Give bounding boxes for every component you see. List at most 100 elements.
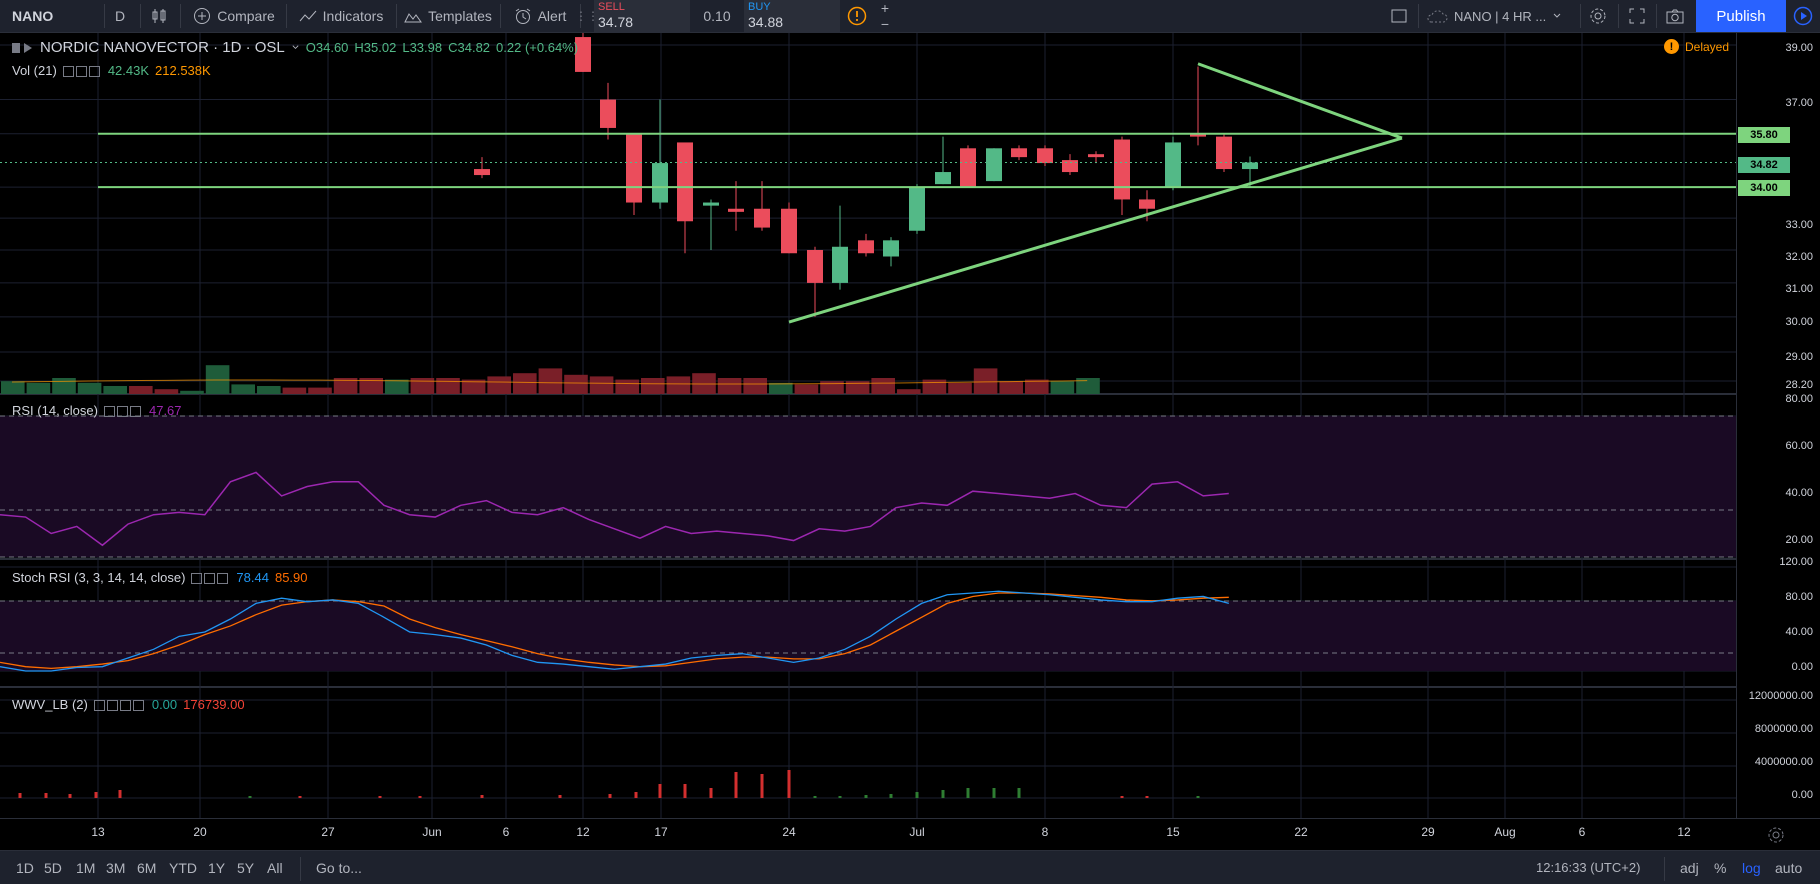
range-6m[interactable]: 6M	[137, 859, 157, 876]
separator	[1656, 4, 1657, 28]
symbol-flag-icon	[12, 42, 32, 53]
legend-controls[interactable]	[62, 63, 102, 78]
chart-style-button[interactable]	[141, 0, 177, 32]
stoch-scale-label: 0.00	[1791, 661, 1813, 673]
legend-controls[interactable]	[103, 403, 143, 418]
volume-bar	[436, 378, 460, 394]
snapshot-button[interactable]	[1658, 0, 1692, 32]
fullscreen-toggle[interactable]	[1384, 0, 1414, 32]
compare-button[interactable]: Compare	[184, 0, 284, 32]
volume-bar	[52, 378, 76, 394]
cloud-icon	[1427, 10, 1448, 23]
range-ytd[interactable]: YTD	[169, 859, 197, 876]
legend-controls[interactable]	[191, 570, 230, 585]
candle-body	[1114, 139, 1130, 200]
legend-controls[interactable]	[93, 697, 146, 712]
settings-button[interactable]	[1582, 0, 1614, 32]
candle-body	[1242, 162, 1258, 170]
candle-body	[677, 142, 693, 222]
range-1m[interactable]: 1M	[76, 859, 96, 876]
wwv-label[interactable]: WWV_LB (2)	[12, 697, 88, 712]
percent-toggle[interactable]: %	[1714, 859, 1727, 876]
wwv-bar	[838, 796, 842, 798]
price-scale[interactable]: 39.00 37.00 33.00 32.00 31.00 30.00 29.0…	[1736, 33, 1820, 822]
wwv-bar	[1196, 796, 1200, 798]
wwv-scale-label: 0.00	[1791, 789, 1813, 801]
wwv-bar	[634, 792, 638, 798]
candle-body	[832, 246, 848, 283]
time-label: 12	[1677, 825, 1691, 839]
info-button[interactable]	[842, 0, 872, 32]
candle-body	[781, 208, 797, 254]
range-1d[interactable]: 1D	[16, 859, 34, 876]
chevron-down-icon	[1553, 13, 1561, 18]
templates-button[interactable]: Templates	[398, 0, 498, 32]
volume-value: 42.43K	[107, 63, 150, 78]
volume-label[interactable]: Vol (21)	[12, 63, 57, 78]
indicators-button[interactable]: Indicators	[288, 0, 394, 32]
buy-button[interactable]: BUY 34.88	[744, 0, 840, 32]
wwv-bar	[18, 793, 22, 798]
drag-handle-icon[interactable]: ⋮⋮	[575, 9, 599, 23]
candle-body	[575, 37, 591, 72]
candle-body	[883, 240, 899, 257]
range-all[interactable]: All	[267, 859, 283, 876]
zoom-in-button[interactable]: +	[880, 0, 890, 16]
time-label: 15	[1166, 825, 1180, 839]
axis-settings-icon[interactable]	[1766, 825, 1786, 845]
candle-body	[935, 172, 951, 185]
clock-label[interactable]: 12:16:33 (UTC+2)	[1536, 860, 1641, 875]
adj-toggle[interactable]: adj	[1680, 859, 1699, 876]
fullscreen-button[interactable]	[1620, 0, 1654, 32]
rsi-scale-label: 40.00	[1785, 487, 1813, 499]
price-label: 28.20	[1785, 379, 1813, 391]
separator	[580, 4, 581, 28]
price-label: 31.00	[1785, 283, 1813, 295]
symbol-search[interactable]: NANO	[12, 8, 54, 24]
chart-area[interactable]: NORDIC NANOVECTOR · 1D · OSL O34.60 H35.…	[0, 33, 1736, 822]
sell-button[interactable]: SELL 34.78	[594, 0, 690, 32]
range-3m[interactable]: 3M	[106, 859, 126, 876]
symbol-title[interactable]: NORDIC NANOVECTOR · 1D · OSL	[40, 39, 285, 56]
candle-body	[858, 240, 874, 254]
wwv-bar	[864, 795, 868, 798]
rsi-label[interactable]: RSI (14, close)	[12, 403, 98, 418]
interval-button[interactable]: D	[114, 8, 126, 24]
volume-bar	[973, 368, 998, 394]
zoom-out-button[interactable]: −	[880, 16, 890, 32]
templates-label: Templates	[428, 8, 492, 24]
time-label: Aug	[1494, 825, 1516, 839]
separator	[1580, 4, 1581, 28]
range-5d[interactable]: 5D	[44, 859, 62, 876]
wwv-bar	[378, 796, 382, 798]
log-toggle[interactable]: log	[1742, 859, 1761, 876]
range-5y[interactable]: 5Y	[237, 859, 255, 876]
volume-bar	[1025, 379, 1049, 394]
spread-value: 0.10	[703, 8, 731, 24]
replay-button[interactable]	[1786, 0, 1820, 32]
time-label: 8	[1041, 825, 1049, 839]
publish-button[interactable]: Publish	[1696, 0, 1786, 32]
resistance-price-tag: 35.80	[1738, 127, 1790, 143]
goto-button[interactable]: Go to...	[316, 859, 362, 876]
chevron-down-icon[interactable]	[291, 43, 300, 52]
volume-bar	[871, 378, 895, 394]
time-axis[interactable]: 13 20 27 Jun 6 12 17 24 Jul 8 15 22 29 A…	[0, 818, 1820, 851]
alert-button[interactable]: Alert	[502, 0, 578, 32]
chart-canvas[interactable]	[0, 33, 1736, 822]
volume-bar	[666, 376, 691, 394]
candle-body	[652, 163, 668, 203]
separator	[396, 4, 397, 28]
candle-body	[626, 133, 642, 203]
auto-toggle[interactable]: auto	[1775, 859, 1803, 876]
layout-menu[interactable]: NANO | 4 HR ...	[1422, 0, 1580, 32]
stoch-label[interactable]: Stoch RSI (3, 3, 14, 14, close)	[12, 570, 186, 585]
candle-body	[703, 202, 719, 206]
range-1y[interactable]: 1Y	[208, 859, 226, 876]
volume-bar	[743, 378, 767, 394]
separator	[140, 4, 141, 28]
separator	[286, 4, 287, 28]
volume-bar	[564, 374, 588, 394]
gear-icon	[1590, 8, 1606, 24]
warning-icon: !	[1664, 39, 1679, 54]
